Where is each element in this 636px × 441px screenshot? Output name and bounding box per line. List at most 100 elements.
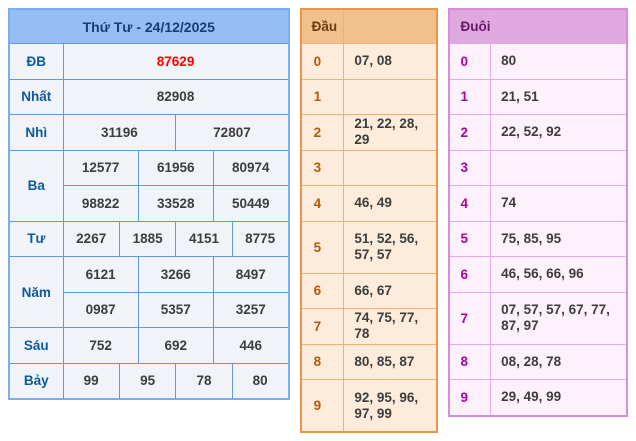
duoi-header-row: Đuôi [448, 8, 628, 44]
dau-digit-label: 3 [300, 149, 345, 186]
duoi-values-cell: 74 [490, 185, 628, 222]
prize-value: 0987 [62, 291, 139, 328]
prize-value: 72807 [175, 114, 290, 151]
results-header-row: Thứ Tư - 24/12/2025 [8, 8, 290, 44]
duoi-row: 6 46, 56, 66, 96 [448, 256, 628, 293]
dau-values-cell: 21, 22, 28, 29 [343, 114, 438, 151]
dau-values-cell: 51, 52, 56, 57, 57 [343, 220, 438, 274]
duoi-values-cell [490, 149, 628, 186]
prize-value: 80 [231, 362, 290, 400]
prize-value: 99 [62, 362, 120, 400]
prize-row: 0987 5357 3257 [9, 291, 290, 328]
dau-row: 2 21, 22, 28, 29 [300, 114, 438, 151]
prize-value: 98822 [62, 185, 139, 222]
duoi-digit-label: 0 [448, 43, 492, 80]
prize-label: Tư [8, 220, 64, 257]
dau-values-cell: 80, 85, 87 [343, 343, 438, 380]
duoi-digit-label: 7 [448, 291, 492, 345]
dau-header-title: Đầu [300, 8, 345, 44]
prize-value: 87629 [62, 43, 290, 80]
duoi-header-title: Đuôi [448, 8, 492, 44]
prize-row: ĐB 87629 [8, 43, 290, 80]
prize-value: 1885 [118, 220, 177, 257]
duoi-digit-label: 3 [448, 149, 492, 186]
duoi-values-cell: 29, 49, 99 [490, 379, 628, 416]
prize-value: 33528 [137, 185, 214, 222]
prize-value: 78 [175, 362, 233, 400]
duoi-row: 2 22, 52, 92 [448, 114, 628, 151]
prize-value: 3266 [137, 256, 214, 293]
prize-row: Năm 6121 3266 8497 [8, 256, 290, 328]
dau-values-cell: 74, 75, 77, 78 [343, 308, 438, 345]
duoi-row: 1 21, 51 [448, 78, 628, 115]
dau-row: 3 [300, 149, 438, 186]
prize-row: Tư 2267 1885 4151 8775 [8, 220, 290, 257]
dau-row: 0 07, 08 [300, 43, 438, 80]
lottery-results-table: Thứ Tư - 24/12/2025 ĐB 87629 Nhất 82908 Nhì 3… [8, 8, 290, 400]
prize-label: Năm [8, 256, 64, 328]
dau-digit-label: 4 [300, 185, 345, 222]
dau-values-cell [343, 78, 438, 115]
dau-row: 5 51, 52, 56, 57, 57 [300, 220, 438, 274]
prize-row: Nhất 82908 [8, 78, 290, 115]
duoi-values-cell: 46, 56, 66, 96 [490, 256, 628, 293]
duoi-values-cell: 21, 51 [490, 78, 628, 115]
prize-value: 80974 [212, 149, 290, 186]
dau-digit-label: 8 [300, 343, 345, 380]
prize-row: 98822 33528 50449 [9, 185, 290, 222]
prize-value: 95 [118, 362, 177, 400]
duoi-row: 7 07, 57, 57, 67, 77, 87, 97 [448, 291, 628, 345]
prize-row: Sáu 752 692 446 [8, 327, 290, 364]
dau-digit-label: 5 [300, 220, 345, 274]
prize-row: Bảy 99 95 78 80 [8, 362, 290, 400]
dau-digit-label: 9 [300, 379, 345, 433]
dau-values-cell: 92, 95, 96, 97, 99 [343, 379, 438, 433]
duoi-digit-label: 5 [448, 220, 492, 257]
dau-row: 4 46, 49 [300, 185, 438, 222]
prize-label: Bảy [8, 362, 64, 400]
dau-row: 6 66, 67 [300, 272, 438, 309]
results-date-title: Thứ Tư - 24/12/2025 [8, 8, 290, 44]
duoi-values-cell: 80 [490, 43, 628, 80]
prize-label: Ba [8, 149, 64, 222]
prize-label: Nhất [8, 78, 64, 115]
prize-value: 61956 [137, 149, 214, 186]
duoi-row: 5 75, 85, 95 [448, 220, 628, 257]
dau-values-cell: 07, 08 [343, 43, 438, 80]
duoi-digit-label: 2 [448, 114, 492, 151]
prize-value: 12577 [62, 149, 139, 186]
prize-value: 6121 [62, 256, 139, 293]
duoi-row: 0 80 [448, 43, 628, 80]
prize-value: 3257 [212, 291, 290, 328]
duoi-row: 3 [448, 149, 628, 186]
prize-value: 31196 [62, 114, 177, 151]
dau-digit-label: 2 [300, 114, 345, 151]
prize-value: 4151 [175, 220, 233, 257]
prize-value: 752 [62, 327, 139, 364]
duoi-digit-label: 8 [448, 343, 492, 380]
dau-row: 1 [300, 78, 438, 115]
dau-digit-label: 0 [300, 43, 345, 80]
duoi-header-spacer [490, 8, 628, 44]
duoi-values-cell: 22, 52, 92 [490, 114, 628, 151]
dau-row: 8 80, 85, 87 [300, 343, 438, 380]
prize-row: Ba 12577 61956 80974 [8, 149, 290, 222]
dau-values-cell [343, 149, 438, 186]
prize-value: 8497 [212, 256, 290, 293]
duoi-digit-label: 6 [448, 256, 492, 293]
prize-label: Sáu [8, 327, 64, 364]
duoi-table: Đuôi 0 80 1 21, 51 2 22, 52, 92 3 4 74 5 75, 85, 9… [448, 8, 628, 417]
prize-value: 82908 [62, 78, 290, 115]
duoi-digit-label: 4 [448, 185, 492, 222]
prize-label: ĐB [8, 43, 64, 80]
prize-label: Nhì [8, 114, 64, 151]
duoi-digit-label: 1 [448, 78, 492, 115]
prize-value: 446 [212, 327, 290, 364]
dau-values-cell: 46, 49 [343, 185, 438, 222]
duoi-values-cell: 08, 28, 78 [490, 343, 628, 380]
duoi-values-cell: 75, 85, 95 [490, 220, 628, 257]
dau-digit-label: 1 [300, 78, 345, 115]
duoi-row: 9 29, 49, 99 [448, 379, 628, 416]
dau-table: Đầu 0 07, 08 1 2 21, 22, 28, 29 3 4 46, 49 5 51, … [299, 8, 439, 433]
dau-digit-label: 6 [300, 272, 345, 309]
